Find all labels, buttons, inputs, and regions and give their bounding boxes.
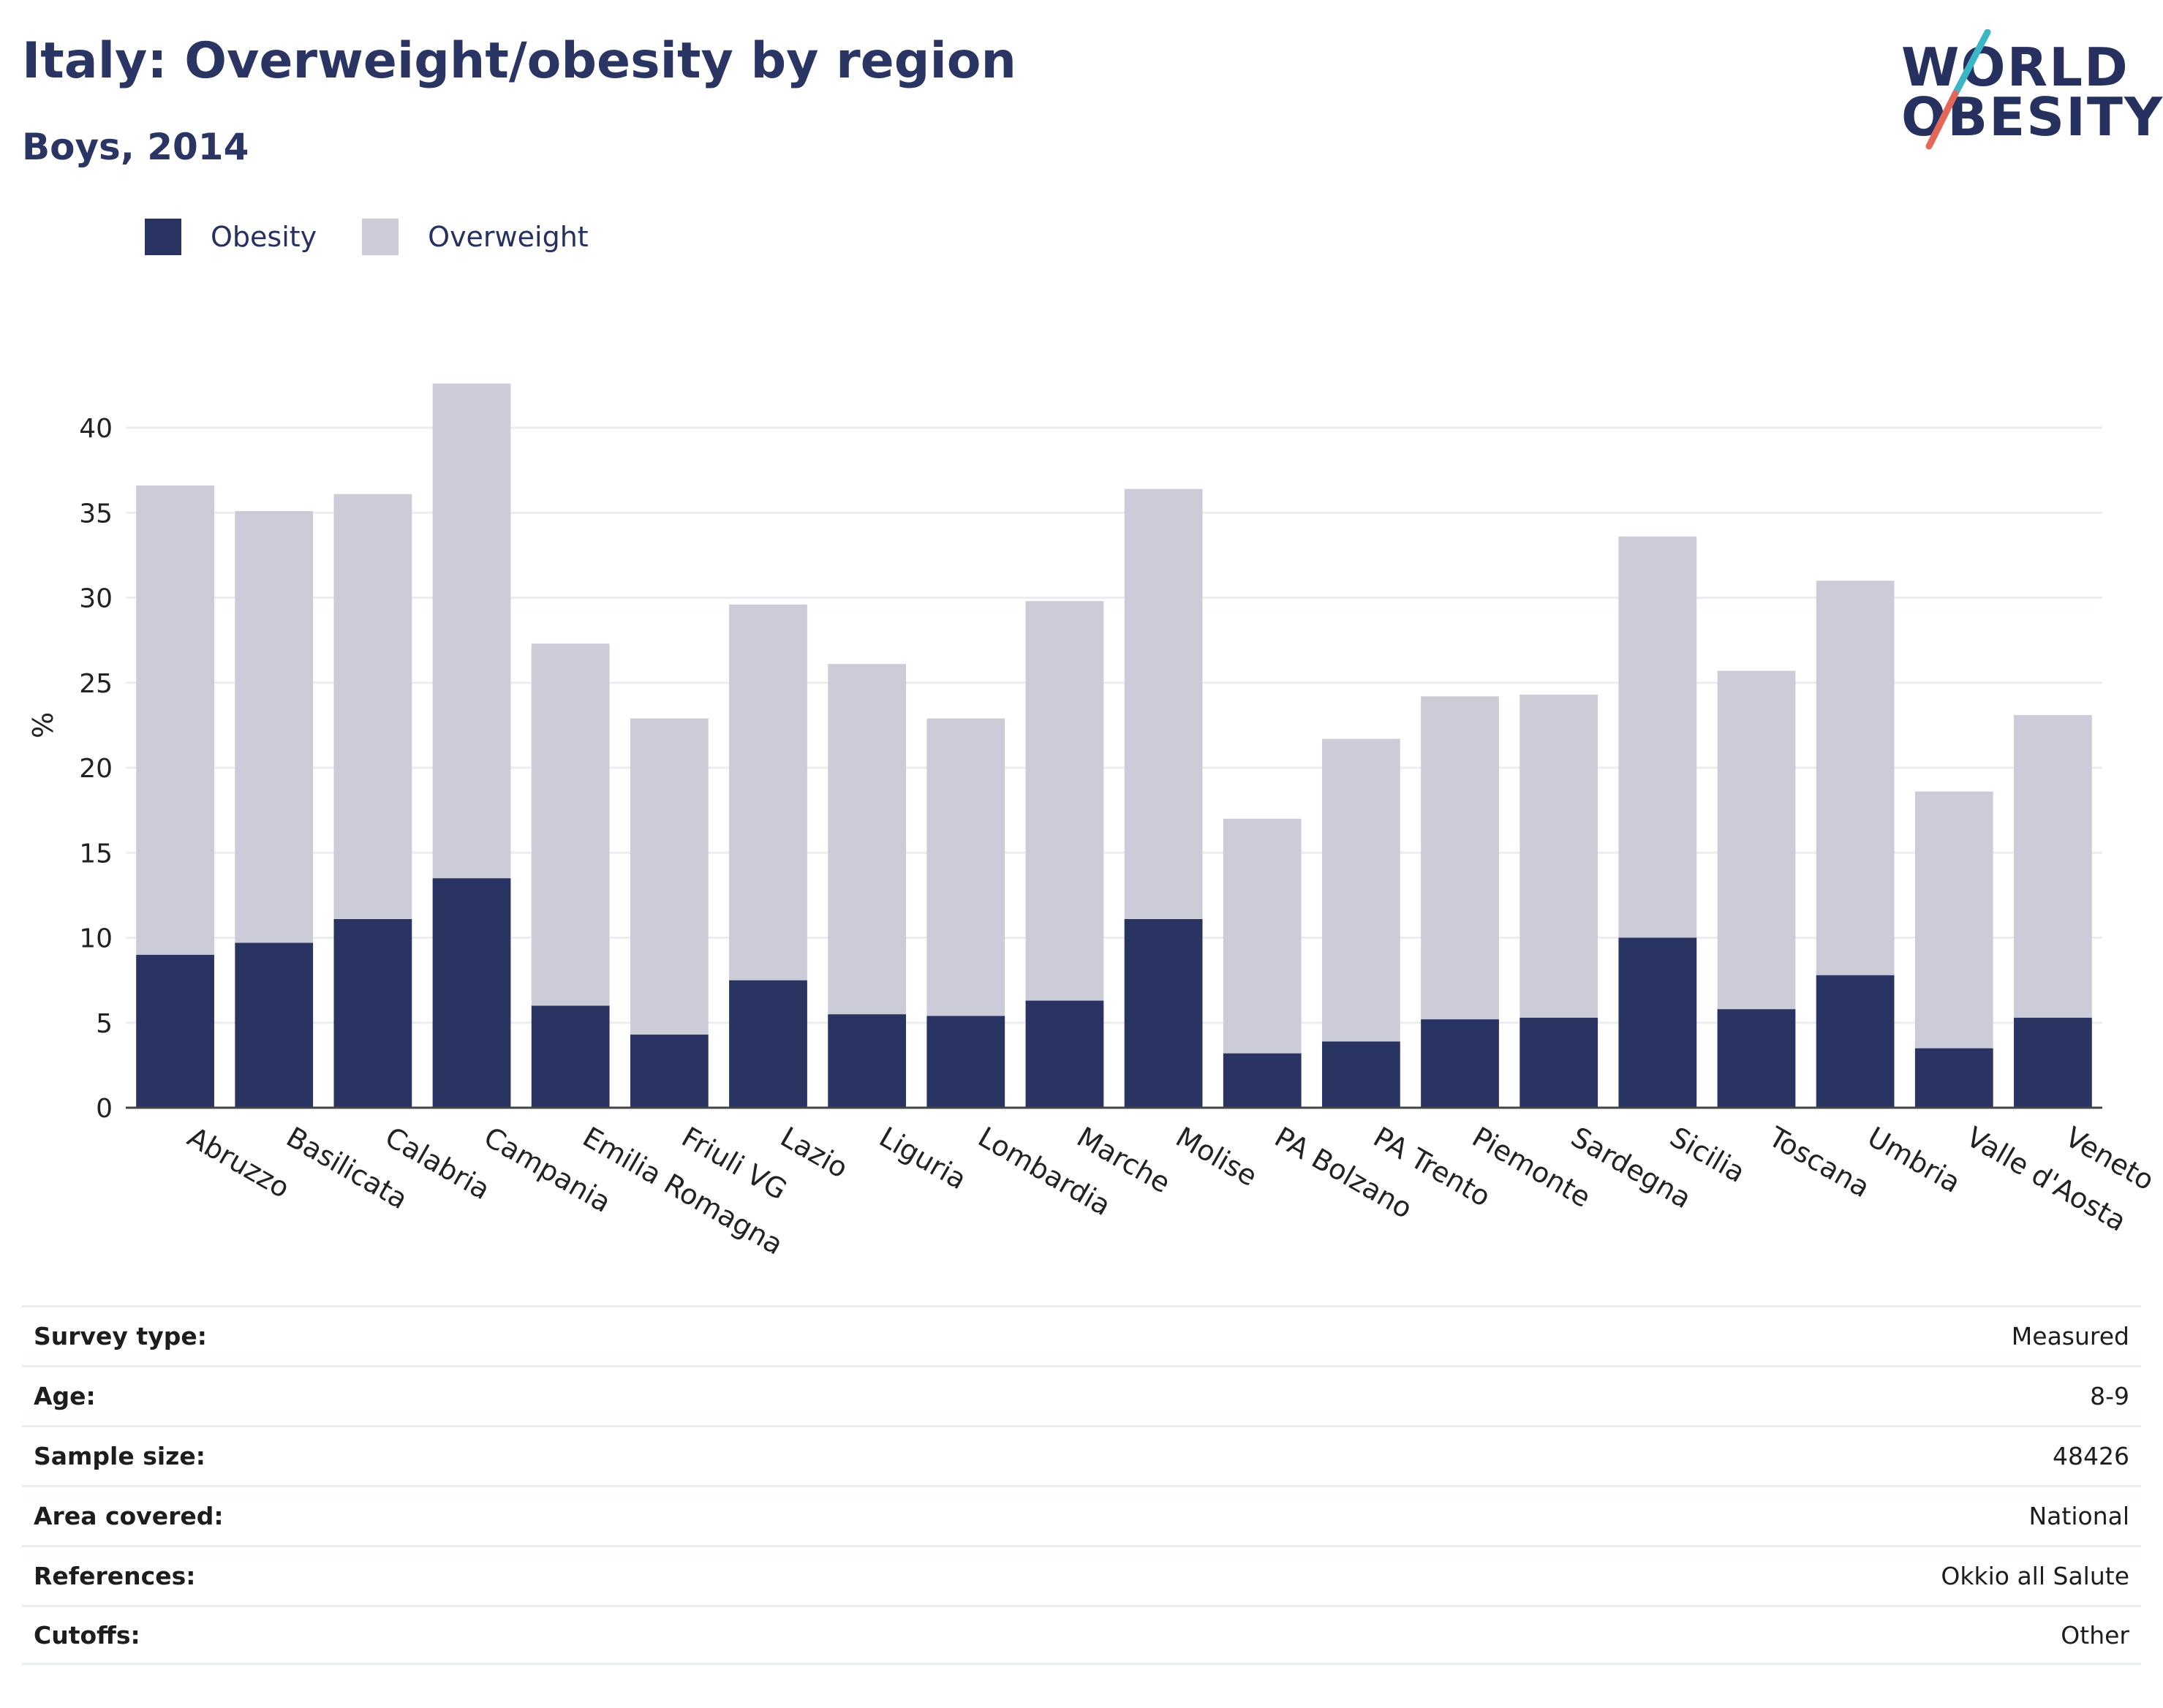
info-value: Other: [2061, 1620, 2129, 1650]
y-tick-label: 5: [96, 1009, 113, 1039]
bar-obesity: [1223, 1053, 1302, 1108]
info-value: Measured: [2011, 1322, 2129, 1350]
bar-obesity: [1816, 975, 1895, 1108]
legend-swatch-overweight: [362, 219, 399, 255]
bar-obesity: [1717, 1009, 1796, 1108]
y-axis-label: %: [27, 712, 59, 738]
stacked-bar-chart: 0510152025303540%AbruzzoBasilicataCalabr…: [27, 383, 2159, 1261]
info-value: Okkio all Salute: [1941, 1562, 2129, 1590]
logo-word-world: WORLD: [1901, 37, 2129, 98]
survey-info-table: Survey type: Measured Age: 8-9 Sample si…: [22, 1305, 2141, 1665]
info-label: Sample size:: [34, 1442, 205, 1470]
bar-overweight: [1816, 581, 1895, 975]
legend-label-obesity: Obesity: [211, 221, 317, 253]
x-tick-label: Abruzzo: [182, 1121, 295, 1205]
y-tick-label: 0: [96, 1094, 113, 1124]
bar-overweight: [729, 604, 807, 980]
bar-obesity: [1421, 1019, 1499, 1108]
x-tick-label: Liguria: [874, 1121, 972, 1196]
y-tick-label: 20: [79, 754, 113, 784]
info-value: National: [2028, 1502, 2129, 1530]
info-row-age: Age: 8-9: [22, 1365, 2141, 1425]
bar-overweight: [1124, 488, 1203, 919]
bar-overweight: [1025, 601, 1104, 1001]
bar-obesity: [235, 942, 314, 1108]
info-row-sample-size: Sample size: 48426: [22, 1425, 2141, 1485]
bar-overweight: [333, 494, 412, 919]
bar-overweight: [926, 718, 1005, 1016]
bar-obesity: [1321, 1041, 1400, 1108]
legend-swatch-obesity: [145, 219, 181, 255]
info-value: 48426: [2053, 1442, 2129, 1470]
info-row-references: References: Okkio all Salute: [22, 1545, 2141, 1605]
bar-obesity: [1124, 918, 1203, 1108]
bar-obesity: [729, 980, 807, 1108]
info-row-survey-type: Survey type: Measured: [22, 1305, 2141, 1365]
bar-obesity: [1025, 1000, 1104, 1108]
legend-label-overweight: Overweight: [428, 221, 589, 253]
info-value: 8-9: [2090, 1382, 2129, 1410]
y-tick-label: 15: [79, 839, 113, 869]
bar-overweight: [1717, 670, 1796, 1010]
chart-legend: Obesity Overweight: [145, 216, 634, 257]
world-obesity-logo: WORLD OBESITY: [1901, 29, 2162, 157]
bar-overweight: [1223, 818, 1302, 1054]
info-row-cutoffs: Cutoffs: Other: [22, 1605, 2141, 1665]
bar-overweight: [1421, 696, 1499, 1020]
bar-overweight: [235, 510, 314, 943]
y-tick-label: 35: [79, 499, 113, 529]
bar-obesity: [630, 1035, 709, 1108]
info-row-area-covered: Area covered: National: [22, 1485, 2141, 1545]
info-label: Age:: [34, 1382, 96, 1410]
bar-overweight: [1914, 791, 1993, 1048]
bar-obesity: [1520, 1017, 1598, 1108]
bar-obesity: [531, 1005, 610, 1108]
page-subtitle: Boys, 2014: [22, 126, 249, 168]
bar-overweight: [136, 485, 214, 955]
x-tick-label: Molise: [1171, 1121, 1263, 1193]
bar-overweight: [1618, 536, 1697, 938]
page-title: Italy: Overweight/obesity by region: [22, 32, 1016, 90]
bar-overweight: [1520, 695, 1598, 1018]
bar-obesity: [1618, 937, 1697, 1108]
y-tick-label: 30: [79, 584, 113, 614]
info-label: Survey type:: [34, 1322, 207, 1350]
y-tick-label: 40: [79, 414, 113, 444]
bar-obesity: [2014, 1017, 2092, 1108]
bar-overweight: [828, 664, 907, 1015]
bar-obesity: [926, 1016, 1005, 1108]
bar-obesity: [136, 954, 214, 1108]
x-tick-label: Toscana: [1763, 1120, 1876, 1203]
y-tick-label: 25: [79, 669, 113, 699]
info-label: References:: [34, 1562, 196, 1590]
bar-overweight: [432, 383, 511, 879]
info-label: Cutoffs:: [34, 1620, 140, 1650]
bar-obesity: [828, 1014, 907, 1108]
info-label: Area covered:: [34, 1502, 224, 1530]
legend-item-overweight[interactable]: Overweight: [362, 219, 589, 255]
y-tick-label: 10: [79, 924, 113, 954]
logo-slash-icon: [1925, 29, 1991, 150]
bar-obesity: [333, 918, 412, 1108]
bar-obesity: [432, 878, 511, 1108]
bar-overweight: [1321, 738, 1400, 1042]
bar-overweight: [630, 718, 709, 1035]
bar-overweight: [531, 643, 610, 1006]
legend-item-obesity[interactable]: Obesity: [145, 219, 317, 255]
bar-overweight: [2014, 714, 2092, 1018]
x-tick-label: Umbria: [1862, 1121, 1966, 1199]
bar-obesity: [1914, 1048, 1993, 1108]
